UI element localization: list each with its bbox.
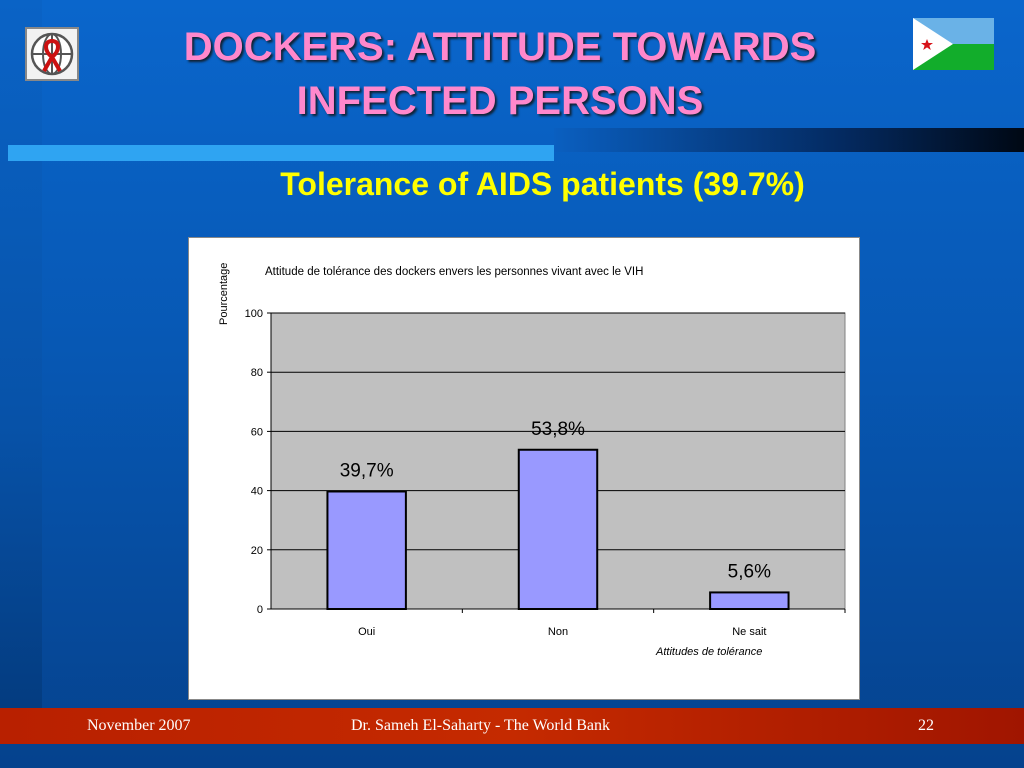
title-underline-dark [554,128,1024,152]
x-tick-label: Non [548,626,568,638]
slide-title: DOCKERS: ATTITUDE TOWARDS INFECTED PERSO… [90,20,910,128]
y-tick-label: 20 [251,545,263,557]
slide-title-line2: INFECTED PERSONS [296,79,704,123]
chart-title: Attitude de tolérance des dockers envers… [265,266,643,278]
y-tick-label: 0 [257,604,263,616]
slide-title-line1: DOCKERS: ATTITUDE TOWARDS [183,25,817,69]
bar [709,591,790,611]
chart-y-axis-label: Pourcentage [218,263,230,325]
y-tick-label: 40 [251,486,263,498]
data-label: 5,6% [728,561,771,582]
footer-bar: November 2007 Dr. Sameh El-Saharty - The… [0,708,1024,744]
chart-x-axis-label: Attitudes de tolérance [655,646,762,658]
y-tick-label: 60 [251,426,263,438]
data-label: 53,8% [531,419,585,440]
title-underline-light [8,145,554,161]
footer-author: Dr. Sameh El-Saharty - The World Bank [351,717,610,734]
y-tick-label: 80 [251,367,263,379]
world-bank-logo-icon [25,27,79,81]
x-tick-label: Oui [358,626,375,638]
left-decor-band [0,0,42,708]
y-tick-label: 100 [245,308,263,320]
footer-date: November 2007 [87,717,191,734]
bar [326,490,407,611]
x-tick-label: Ne sait [732,626,766,638]
data-label: 39,7% [340,460,394,481]
djibouti-flag-icon [913,18,994,70]
slide-subtitle: Tolerance of AIDS patients (39.7%) [280,166,805,202]
footer-page-number: 22 [918,717,934,734]
chart-frame: 0 20 40 60 80 100 39,7% Oui 53,8% Non 5,6% Ne sait … [188,237,860,700]
bar [517,448,599,610]
